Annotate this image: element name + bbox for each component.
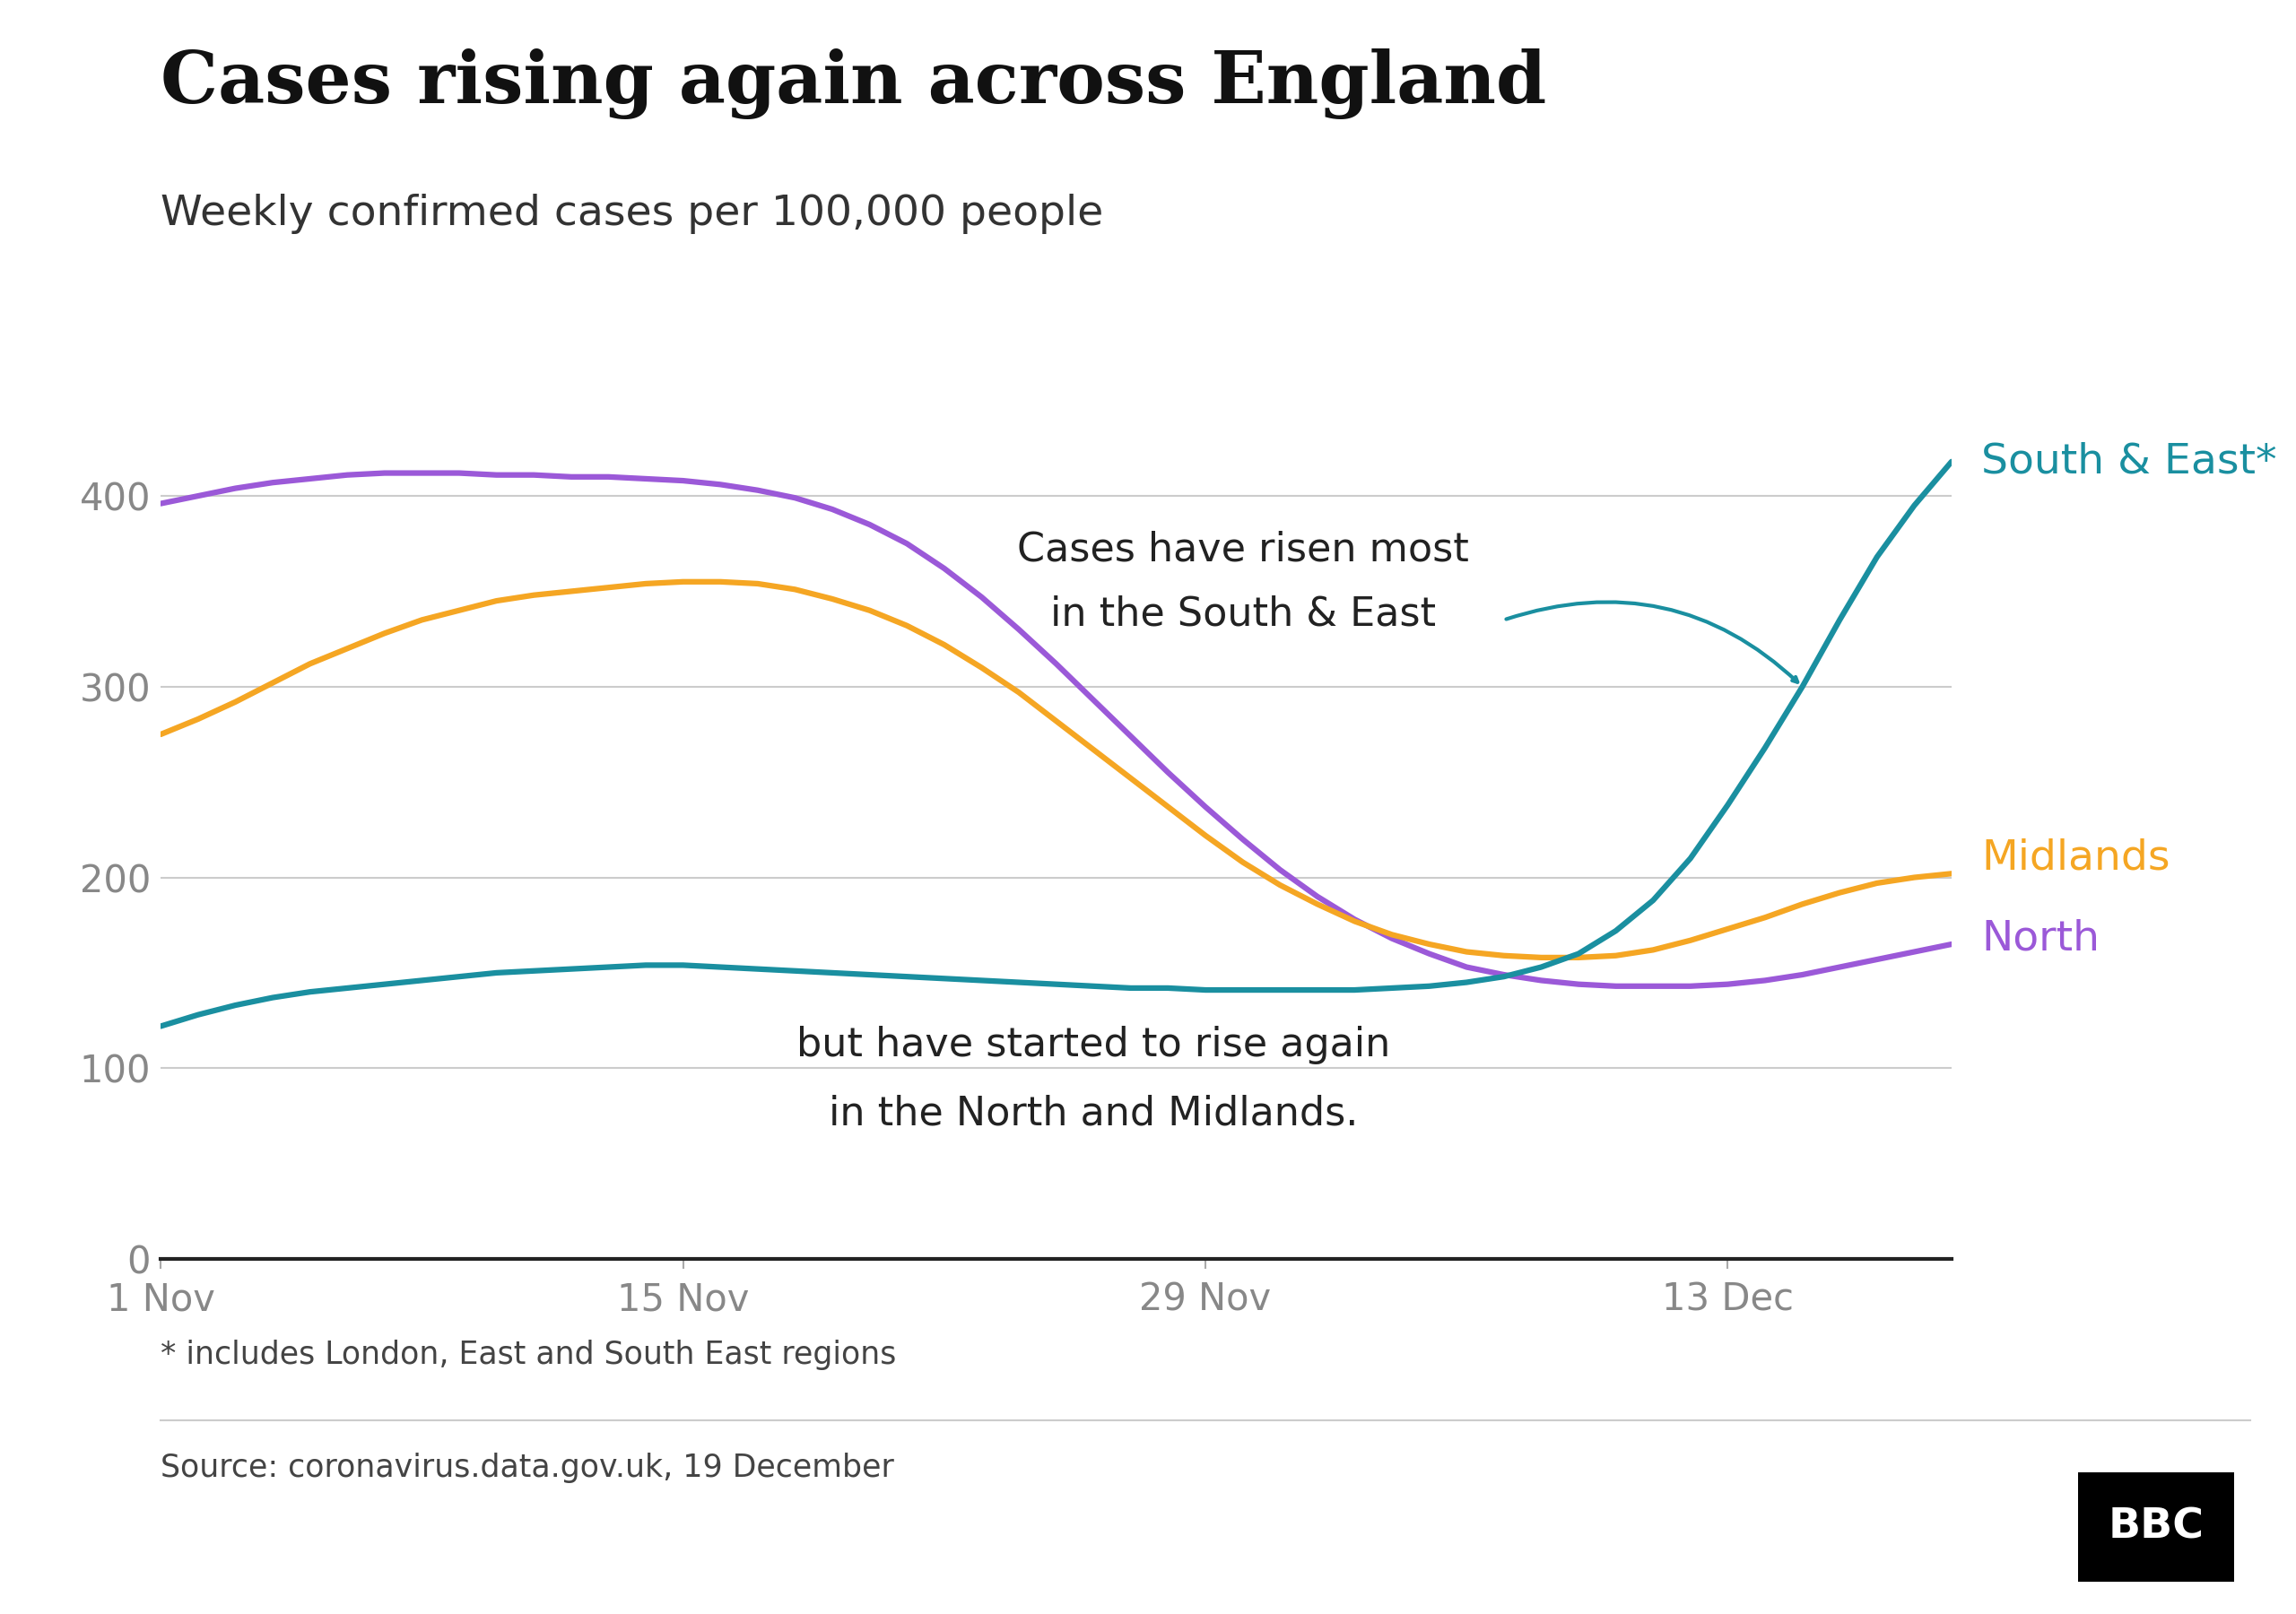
Text: Weekly confirmed cases per 100,000 people: Weekly confirmed cases per 100,000 peopl…	[161, 194, 1104, 234]
Text: North: North	[1981, 918, 2101, 959]
Text: in the North and Midlands.: in the North and Midlands.	[829, 1094, 1359, 1133]
Text: * includes London, East and South East regions: * includes London, East and South East r…	[161, 1340, 895, 1370]
Text: BBC: BBC	[2108, 1507, 2204, 1546]
Text: Source: coronavirus.data.gov.uk, 19 December: Source: coronavirus.data.gov.uk, 19 Dece…	[161, 1453, 893, 1483]
Text: Midlands: Midlands	[1981, 838, 2170, 878]
Text: Cases have risen most: Cases have risen most	[1017, 529, 1469, 568]
Text: Cases rising again across England: Cases rising again across England	[161, 48, 1548, 119]
Text: but have started to rise again: but have started to rise again	[797, 1027, 1391, 1065]
Text: in the South & East: in the South & East	[1049, 596, 1435, 633]
Text: South & East*: South & East*	[1981, 442, 2278, 483]
